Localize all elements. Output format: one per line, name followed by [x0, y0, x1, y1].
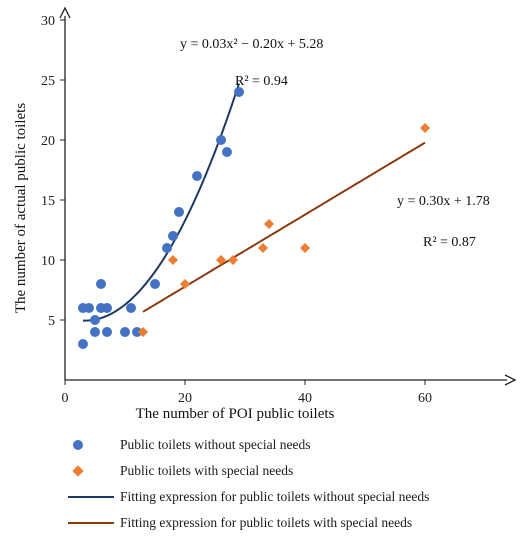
- x-tick-label: 0: [62, 391, 69, 406]
- data-point-diamond: [168, 255, 178, 265]
- fit-line-quadratic: [83, 83, 240, 322]
- data-points: [78, 87, 430, 349]
- annotation-linear-r2: R² = 0.87: [423, 235, 476, 250]
- x-axis-arrow: [504, 374, 517, 386]
- data-point-circle: [234, 87, 244, 97]
- legend-circle-marker: [68, 437, 116, 453]
- scatter-chart: 0 20 40 60 5 10 15 20 25 30 y = 0.03x² − 0.20x + …: [13, 6, 517, 422]
- data-point-diamond: [180, 279, 190, 289]
- y-axis-title: The number of actual public toilets: [13, 103, 29, 314]
- legend: Public toilets without special needs Pub…: [68, 432, 429, 536]
- annotation-quadratic-r2: R² = 0.94: [235, 74, 288, 89]
- data-point-circle: [96, 279, 106, 289]
- legend-item-with-special-needs: Public toilets with special needs: [68, 458, 429, 484]
- y-tick-label: 15: [41, 194, 55, 209]
- x-tick-label: 20: [178, 391, 192, 406]
- data-point-diamond: [138, 327, 148, 337]
- data-point-circle: [162, 243, 172, 253]
- data-point-circle: [216, 135, 226, 145]
- data-point-circle: [150, 279, 160, 289]
- legend-item-without-special-needs: Public toilets without special needs: [68, 432, 429, 458]
- y-tick-label: 25: [41, 74, 55, 89]
- fit-lines: [83, 83, 426, 322]
- ticks: 0 20 40 60 5 10 15 20 25 30: [41, 14, 432, 406]
- legend-label: Public toilets without special needs: [120, 437, 311, 452]
- axes: [59, 6, 517, 386]
- legend-label: Fitting expression for public toilets wi…: [120, 515, 413, 530]
- data-point-circle: [126, 303, 136, 313]
- data-point-diamond: [420, 123, 430, 133]
- y-tick-label: 30: [41, 14, 55, 29]
- data-point-circle: [90, 327, 100, 337]
- data-point-circle: [102, 327, 112, 337]
- legend-item-fit-with-special-needs: Fitting expression for public toilets wi…: [68, 510, 429, 536]
- data-point-circle: [174, 207, 184, 217]
- legend-line-marker: [68, 489, 116, 505]
- data-point-diamond: [300, 243, 310, 253]
- data-point-diamond: [228, 255, 238, 265]
- legend-label: Fitting expression for public toilets wi…: [120, 489, 430, 504]
- y-tick-label: 5: [48, 314, 55, 329]
- y-tick-label: 10: [41, 254, 55, 269]
- annotation-quadratic-equation: y = 0.03x² − 0.20x + 5.28: [180, 37, 323, 52]
- data-point-circle: [84, 303, 94, 313]
- data-point-circle: [192, 171, 202, 181]
- y-axis-arrow: [59, 6, 71, 19]
- data-point-circle: [120, 327, 130, 337]
- annotation-linear-equation: y = 0.30x + 1.78: [397, 194, 490, 209]
- data-point-diamond: [264, 219, 274, 229]
- fit-line-linear: [142, 141, 426, 313]
- x-axis-title: The number of POI public toilets: [136, 406, 335, 422]
- data-point-circle: [102, 303, 112, 313]
- legend-diamond-marker: [68, 463, 116, 479]
- data-point-diamond: [258, 243, 268, 253]
- legend-item-fit-without-special-needs: Fitting expression for public toilets wi…: [68, 484, 429, 510]
- legend-label: Public toilets with special needs: [120, 463, 294, 478]
- data-point-diamond: [216, 255, 226, 265]
- y-tick-label: 20: [41, 134, 55, 149]
- data-point-circle: [168, 231, 178, 241]
- data-point-circle: [90, 315, 100, 325]
- data-point-circle: [78, 339, 88, 349]
- legend-line-marker: [68, 515, 116, 531]
- data-point-circle: [222, 147, 232, 157]
- x-tick-label: 40: [298, 391, 312, 406]
- x-tick-label: 60: [418, 391, 432, 406]
- data-point-circle: [132, 327, 142, 337]
